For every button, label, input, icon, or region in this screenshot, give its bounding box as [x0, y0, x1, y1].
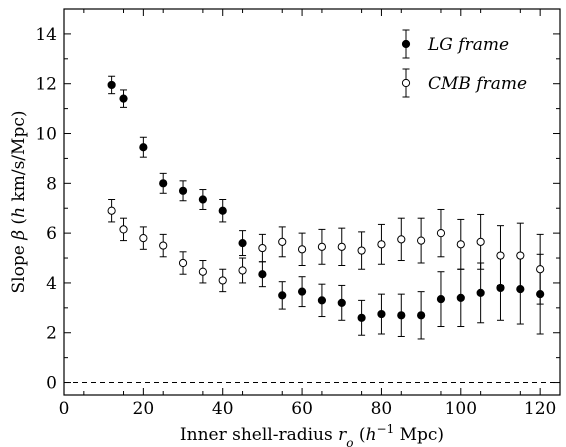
lg-frame-point	[238, 238, 247, 248]
x-tick-label: 60	[291, 399, 313, 419]
cmb-frame-point	[516, 251, 525, 260]
lg-frame-point	[357, 313, 366, 322]
y-tick-label: 2	[46, 324, 57, 344]
lg-frame-point	[436, 295, 446, 304]
lg-frame-point	[297, 287, 307, 296]
x-axis-title: Inner shell-radius ro (h−1 Mpc)	[180, 422, 444, 447]
y-tick-label: 0	[46, 374, 57, 394]
marks-layer	[107, 75, 545, 340]
lg-frame-point	[377, 309, 386, 319]
cmb-frame-point	[357, 246, 366, 255]
legend-cmb-frame-point	[401, 78, 411, 88]
x-tick-label: 0	[59, 399, 70, 419]
cmb-frame-point	[297, 245, 307, 254]
legend-lg-frame-point	[401, 39, 411, 49]
cmb-frame-point	[436, 229, 446, 238]
lg-frame-point	[476, 288, 485, 297]
cmb-frame-point	[456, 240, 465, 249]
lg-frame-point	[317, 296, 327, 305]
cmb-frame-point	[198, 267, 207, 276]
cmb-frame-point	[238, 266, 247, 275]
cmb-frame-point	[159, 241, 168, 250]
x-tick-label: 120	[524, 399, 556, 419]
lg-frame-point	[456, 293, 465, 302]
lg-frame-point	[159, 179, 168, 188]
x-tick-label: 40	[212, 399, 234, 419]
y-axis-title: Slope β (h km/s/Mpc)	[9, 111, 29, 294]
cmb-frame-point	[178, 258, 188, 268]
lg-frame-point	[218, 206, 227, 215]
cmb-frame-point	[317, 242, 327, 251]
lg-frame-point	[278, 291, 287, 300]
cmb-frame-point	[536, 265, 545, 274]
lg-frame-point	[119, 94, 128, 103]
x-tick-label: 100	[445, 399, 477, 419]
cmb-frame-point	[337, 242, 346, 251]
legend-cmb-frame-label: CMB frame	[428, 74, 527, 94]
cmb-frame-point	[107, 206, 116, 215]
lg-frame-point	[178, 186, 188, 195]
y-tick-label: 6	[46, 224, 57, 244]
lg-frame-point	[139, 143, 148, 152]
plot-frame	[63, 8, 561, 396]
lg-frame-point	[198, 195, 207, 204]
lg-frame-point	[337, 298, 346, 307]
cmb-frame-point	[417, 236, 426, 245]
y-tick-label: 10	[35, 125, 57, 145]
ticks-layer: 0 20 40 60 80 100 120 0 2 4 6 8 10 12 14	[35, 9, 560, 419]
cmb-frame-point	[377, 240, 386, 249]
cmb-frame-point	[218, 276, 227, 285]
cmb-frame-point	[278, 237, 287, 246]
lg-frame-point	[258, 270, 267, 279]
cmb-frame-point	[496, 251, 505, 260]
y-tick-label: 4	[46, 274, 57, 294]
x-tick-label: 20	[133, 399, 155, 419]
y-tick-label: 8	[46, 174, 57, 194]
cmb-frame-point	[119, 225, 128, 234]
x-tick-label: 80	[371, 399, 393, 419]
cmb-frame-point	[139, 234, 148, 243]
cmb-frame-point	[476, 237, 485, 246]
cmb-frame-point	[397, 235, 406, 244]
y-tick-label: 12	[35, 75, 57, 95]
y-tick-label: 14	[35, 25, 57, 45]
lg-frame-point	[107, 80, 116, 90]
legend-lg-frame-label: LG frame	[427, 35, 509, 55]
cmb-frame-point	[258, 243, 267, 253]
lg-frame-point	[417, 311, 426, 320]
legend: LG frame CMB frame	[401, 29, 527, 98]
lg-frame-point	[397, 311, 406, 320]
